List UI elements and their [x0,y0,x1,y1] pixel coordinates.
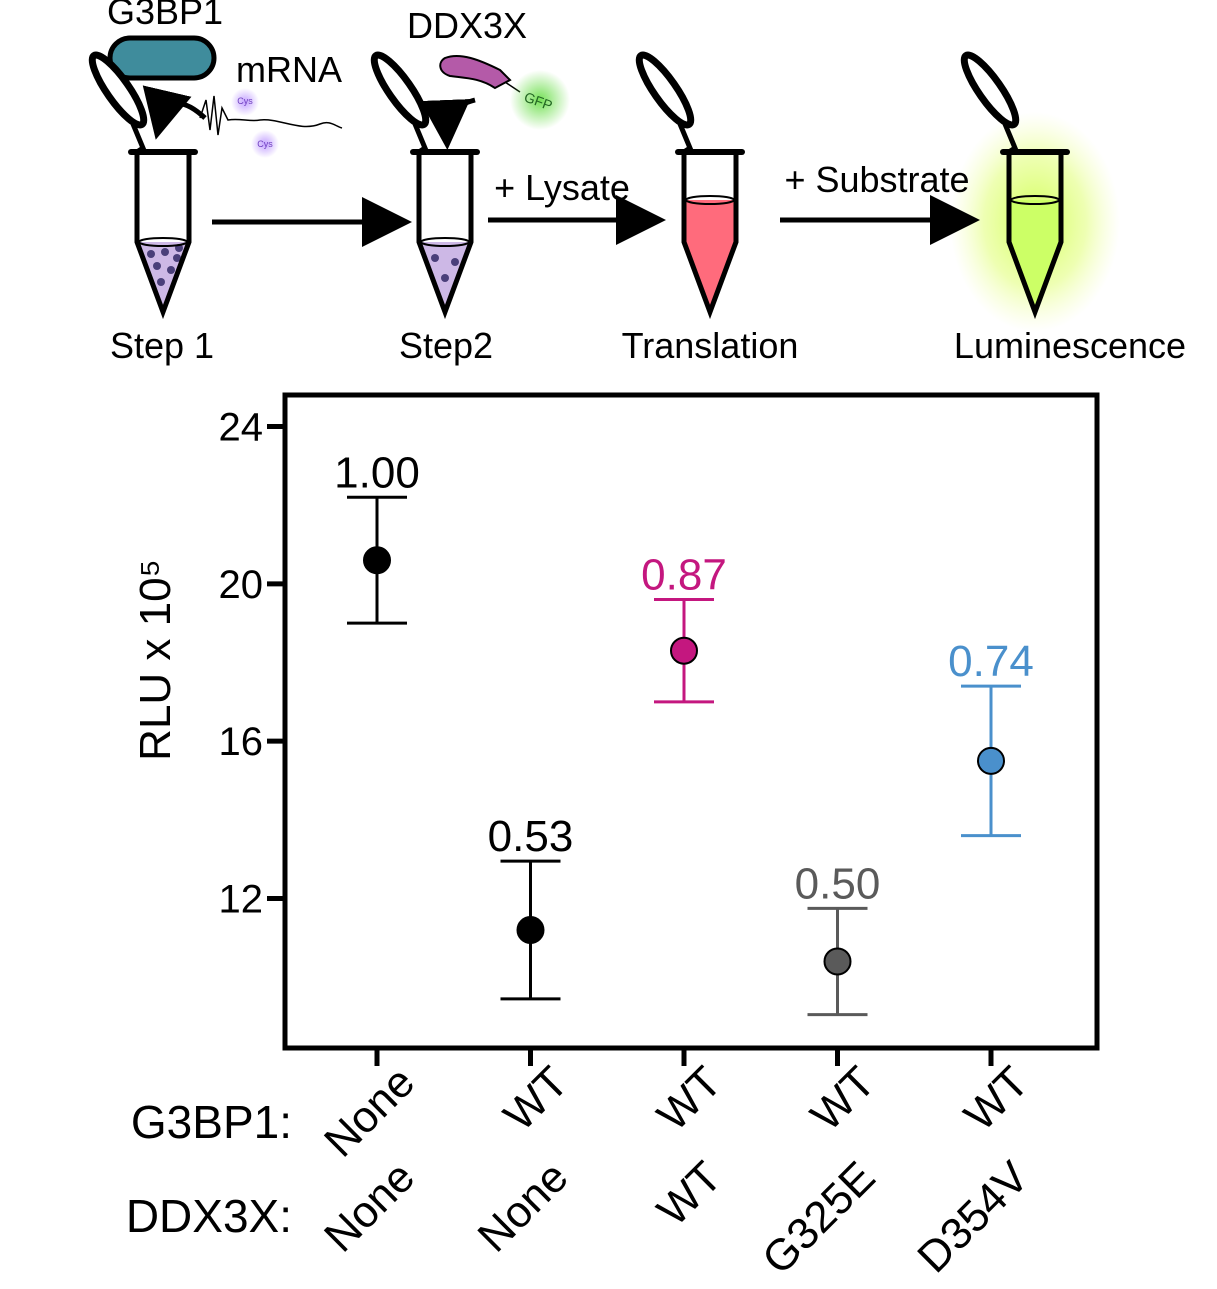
annotation: 0.50 [795,859,881,908]
addition-label: + Lysate [494,167,630,208]
plot-frame [282,392,1100,1051]
protein2-label: DDX3X [407,5,527,46]
diagram: G3BP1 mRNA Cys Cys GFP DDX3X [85,0,1186,366]
y-tick-label: 16 [219,720,264,764]
cys-label: Cys [237,96,253,106]
y-axis-label: RLU x 10⁵ [131,559,180,761]
annotation: 0.53 [488,812,574,861]
category-label: None [315,1152,424,1261]
data-point [516,915,545,944]
tube [632,49,745,320]
row-label: DDX3X: [126,1190,292,1242]
category-label: WT [495,1057,578,1140]
protein1-label: G3BP1 [107,0,223,32]
ddx3x-shape [439,54,512,90]
annotation: 0.87 [641,551,727,600]
arrow [142,85,207,140]
category-label: None [315,1057,424,1166]
category-label: None [469,1152,578,1261]
tube [950,49,1120,332]
g3bp1-shape [107,35,217,81]
step-label: Translation [622,325,799,366]
arrow [420,97,476,150]
cys-glow [251,130,279,158]
gfp-glow [510,70,570,130]
data-point [670,636,698,665]
annotation: 0.74 [948,637,1034,686]
rna-label: mRNA [236,49,342,90]
annotation: 1.00 [334,448,420,497]
chart: RLU x 10⁵ 12 16 20 24 G3BP1: None WT WT WT WT DDX3… [126,392,1100,1284]
category-label: WT [802,1057,885,1140]
step-label: Luminescence [954,325,1186,366]
y-tick-label: 20 [219,563,264,607]
data-point [977,746,1005,775]
data-point [363,546,391,575]
tube [367,49,480,320]
mrna-line [199,95,343,136]
category-label: WT [648,1152,731,1235]
cys-glow [231,88,259,116]
data-point [823,947,852,976]
row-label: G3BP1: [131,1096,292,1148]
addition-label: + Substrate [784,159,969,200]
category-label: D354V [908,1152,1038,1282]
category-label: WT [648,1057,731,1140]
category-label: WT [955,1057,1038,1140]
step-label: Step2 [399,325,493,366]
tube [85,49,198,320]
cys-label: Cys [257,139,273,149]
category-label: G325E [753,1152,885,1284]
step-label: Step 1 [110,325,214,366]
y-tick-label: 12 [219,878,264,922]
y-tick-label: 24 [219,405,264,449]
